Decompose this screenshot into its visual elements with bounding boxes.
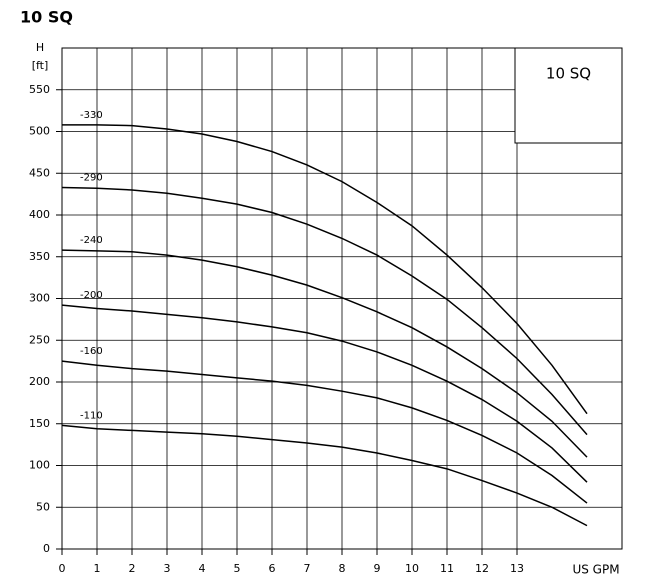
- x-tick-label: 11: [440, 562, 454, 575]
- x-tick-label: 8: [339, 562, 346, 575]
- y-tick-label: 350: [29, 250, 50, 263]
- y-tick-label: 100: [29, 459, 50, 472]
- x-tick-label: 6: [269, 562, 276, 575]
- y-tick-label: 150: [29, 417, 50, 430]
- y-tick-label: 450: [29, 166, 50, 179]
- curve: [61, 424, 588, 527]
- curve-label: -200: [80, 290, 103, 301]
- y-tick-label: 200: [29, 375, 50, 388]
- box-label: 10 SQ: [546, 65, 591, 83]
- x-tick-label: 9: [374, 562, 381, 575]
- x-tick-label: 0: [59, 562, 66, 575]
- curve-label: -110: [80, 410, 103, 421]
- x-tick-label: 3: [164, 562, 171, 575]
- x-tick-label: 13: [510, 562, 524, 575]
- chart-title: 10 SQ: [20, 8, 73, 27]
- x-tick-label: 1: [94, 562, 101, 575]
- y-tick-label: 500: [29, 125, 50, 138]
- curve: [61, 360, 588, 504]
- y-tick-label: 400: [29, 208, 50, 221]
- x-tick-label: 7: [304, 562, 311, 575]
- x-tick-label: 10: [405, 562, 419, 575]
- y-axis-unit: [ft]: [32, 59, 49, 72]
- curve: [61, 249, 588, 458]
- y-tick-label: 0: [43, 542, 50, 555]
- curve-label: -290: [80, 172, 103, 183]
- y-tick-label: 300: [29, 292, 50, 305]
- x-tick-label: 5: [234, 562, 241, 575]
- curve-label: -160: [80, 346, 103, 357]
- y-tick-label: 550: [29, 83, 50, 96]
- x-tick-label: 2: [129, 562, 136, 575]
- x-tick-label: 12: [475, 562, 489, 575]
- x-axis-label: US GPM: [572, 563, 619, 577]
- y-tick-label: 50: [36, 500, 50, 513]
- x-tick-label: 4: [199, 562, 206, 575]
- y-axis-label: H: [36, 41, 44, 54]
- curve: [61, 304, 588, 483]
- curve-label: -330: [80, 110, 103, 121]
- y-tick-label: 250: [29, 333, 50, 346]
- curve: [61, 186, 588, 436]
- label-box: [514, 47, 623, 144]
- curve: [62, 124, 588, 415]
- curve-label: -240: [80, 235, 103, 246]
